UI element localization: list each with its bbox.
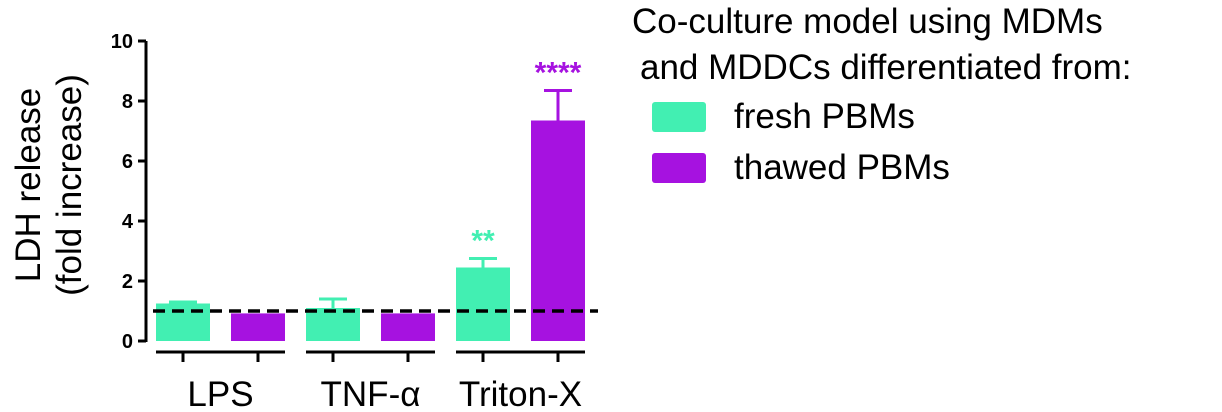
error-bar bbox=[319, 297, 347, 308]
legend-label-thawed: thawed PBMs bbox=[734, 148, 950, 187]
y-axis: 0 2 4 6 8 10 bbox=[111, 31, 148, 353]
significance-label: **** bbox=[535, 57, 582, 90]
error-bar bbox=[469, 257, 497, 268]
y-axis-label-line-2: (fold increase) bbox=[50, 74, 89, 296]
x-category-label: Triton-X bbox=[459, 375, 582, 412]
legend-item-fresh: fresh PBMs bbox=[652, 99, 915, 134]
bar-fresh-1 bbox=[306, 308, 360, 341]
legend-title-line-2: and MDDCs differentiated from: bbox=[640, 48, 1132, 87]
significance-label: ** bbox=[471, 225, 495, 258]
x-category-label: LPS bbox=[187, 375, 253, 412]
error-bar bbox=[544, 89, 572, 121]
bar-thawed-1 bbox=[381, 313, 435, 341]
y-tick-label: 4 bbox=[122, 211, 134, 233]
bar-thawed-2 bbox=[531, 120, 585, 341]
bar-fresh-2 bbox=[456, 267, 510, 341]
y-axis-label-line-1: LDH release bbox=[9, 88, 48, 283]
x-category-label: TNF-α bbox=[321, 375, 421, 412]
bar-fresh-0 bbox=[156, 303, 210, 341]
bar-thawed-0 bbox=[231, 313, 285, 341]
y-tick-label: 0 bbox=[122, 331, 133, 353]
error-bar bbox=[169, 300, 197, 304]
chart-overlays: ****** bbox=[153, 57, 598, 313]
legend-title-line-1: Co-culture model using MDMs bbox=[632, 2, 1103, 41]
legend-item-thawed: thawed PBMs bbox=[652, 150, 950, 185]
legend-swatch-fresh bbox=[652, 101, 706, 132]
bars bbox=[156, 89, 585, 341]
legend-swatch-thawed bbox=[652, 152, 706, 183]
y-tick-label: 8 bbox=[122, 91, 133, 113]
x-axis: LPS TNF-α Triton-X bbox=[156, 350, 585, 412]
y-tick-label: 6 bbox=[122, 151, 133, 173]
legend-label-fresh: fresh PBMs bbox=[734, 97, 915, 136]
y-tick-label: 2 bbox=[122, 271, 133, 293]
y-tick-label: 10 bbox=[111, 31, 133, 53]
